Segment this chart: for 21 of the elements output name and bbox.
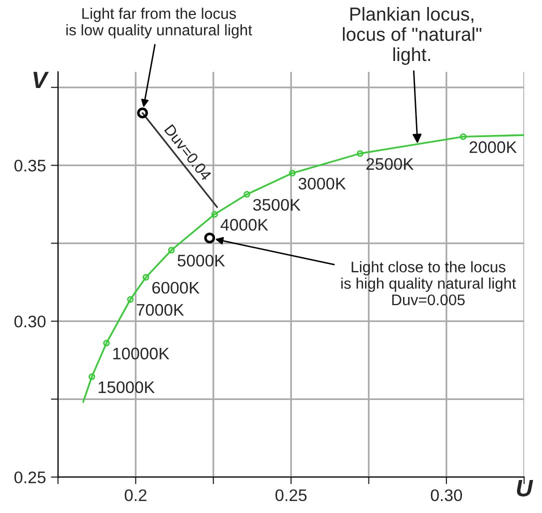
y-axis-title: V: [33, 72, 49, 88]
x-tick-label: 0.25: [275, 489, 307, 502]
y-tick-label: 0.35: [14, 160, 46, 172]
annotation: 4000K: [220, 218, 268, 231]
x-tick-label: 0.2: [124, 489, 146, 502]
annotation: 3000K: [298, 178, 346, 190]
annotation: 3500K: [253, 198, 300, 211]
annotation: 6000K: [152, 282, 200, 294]
y-tick-label: 0.25: [14, 471, 46, 484]
annotation: 5000K: [178, 254, 225, 267]
y-tick-label: 0.30: [14, 316, 46, 328]
annotation: 7000K: [136, 304, 184, 316]
annotation: Light close to the locus is high quality natural light Duv=0.005: [341, 261, 516, 306]
annotation: 2500K: [366, 158, 414, 170]
annotation: 2000K: [470, 141, 517, 154]
annotation: Light far from the locus is low quality unnatural light: [66, 8, 252, 38]
x-tick-label: 0.30: [430, 489, 462, 502]
annotation: 10000K: [113, 348, 170, 360]
x-axis-title: U: [516, 480, 534, 496]
annotation: Plankian locus, locus of "natural" light.: [342, 6, 482, 65]
annotation: 15000K: [98, 381, 155, 394]
